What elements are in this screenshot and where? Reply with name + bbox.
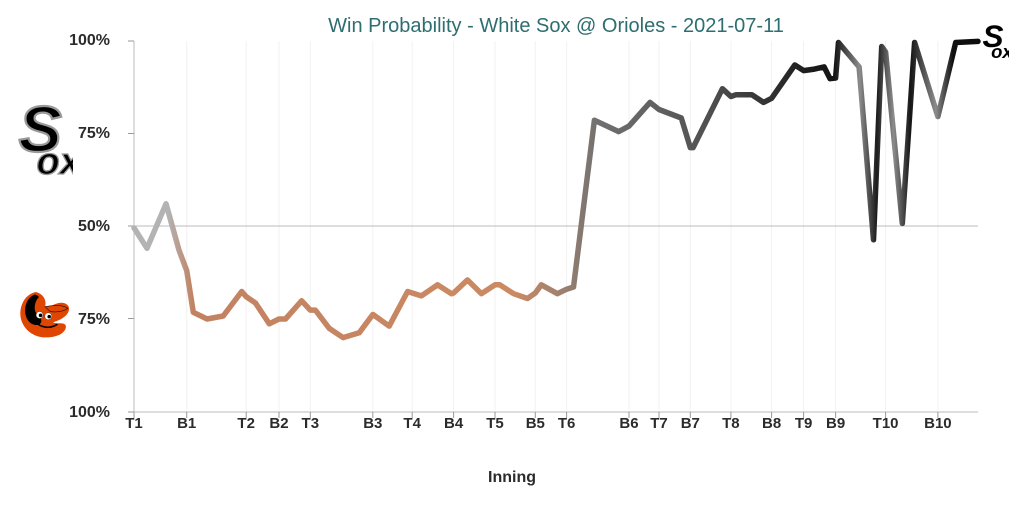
svg-text:ox: ox <box>37 141 73 176</box>
svg-text:ox: ox <box>991 41 1009 59</box>
